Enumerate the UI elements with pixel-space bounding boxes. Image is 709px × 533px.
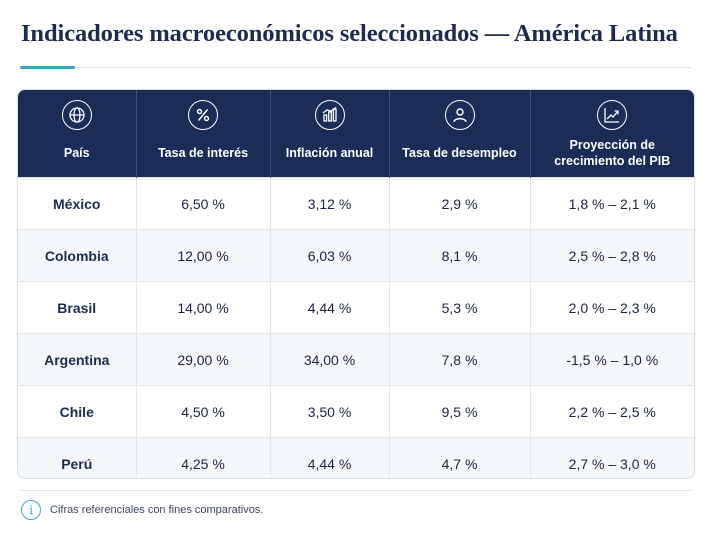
column-label: Tasa de desempleo [402,145,517,160]
table-row: Argentina 29,00 % 34,00 % 7,8 % -1,5 % –… [18,333,694,386]
inflation-cell: 3,12 % [270,177,390,230]
info-icon: i [21,500,41,520]
globe-icon [61,100,92,130]
unemployment-cell: 2,9 % [389,177,531,230]
unemployment-cell: 9,5 % [389,385,531,438]
country-cell: Chile [18,385,137,438]
footnote-divider [20,490,692,491]
table-row: Perú 4,25 % 4,44 % 4,7 % 2,7 % – 3,0 % [18,437,694,478]
interest-rate-cell: 29,00 % [136,333,271,386]
column-label: País [63,145,90,160]
column-header-gdp-projection: Proyección de crecimiento del PIB [530,90,694,178]
unemployment-cell: 7,8 % [389,333,531,386]
unemployment-cell: 4,7 % [389,437,531,478]
gdp-projection-cell: 2,7 % – 3,0 % [530,437,694,478]
indicators-table: País Tasa de inte [17,89,695,479]
title-accent-bar [20,66,75,69]
inflation-cell: 34,00 % [270,333,390,386]
column-header-inflation: Inflación anual [270,90,390,178]
interest-rate-cell: 4,50 % [136,385,271,438]
column-header-country: País [18,90,137,178]
column-header-interest-rate: Tasa de interés [136,90,271,178]
column-label: Tasa de interés [157,145,249,160]
inflation-cell: 4,44 % [270,437,390,478]
interest-rate-cell: 12,00 % [136,229,271,282]
gdp-projection-cell: 2,5 % – 2,8 % [530,229,694,282]
country-cell: Brasil [18,281,137,334]
country-cell: Argentina [18,333,137,386]
table-row: México 6,50 % 3,12 % 2,9 % 1,8 % – 2,1 % [18,177,694,230]
gdp-projection-cell: 1,8 % – 2,1 % [530,177,694,230]
unemployment-cell: 5,3 % [389,281,531,334]
unemployment-cell: 8,1 % [389,229,531,282]
inflation-cell: 4,44 % [270,281,390,334]
title-divider [20,67,692,68]
interest-rate-cell: 6,50 % [136,177,271,230]
column-label: Inflación anual [285,145,374,160]
page-title: Indicadores macroeconómicos seleccionado… [21,20,678,47]
country-cell: México [18,177,137,230]
column-header-unemployment: Tasa de desempleo [389,90,531,178]
footnote: i Cifras referenciales con fines compara… [21,500,263,520]
gdp-projection-cell: 2,0 % – 2,3 % [530,281,694,334]
gdp-projection-cell: 2,2 % – 2,5 % [530,385,694,438]
table-row: Chile 4,50 % 3,50 % 9,5 % 2,2 % – 2,5 % [18,385,694,438]
table-row: Colombia 12,00 % 6,03 % 8,1 % 2,5 % – 2,… [18,229,694,282]
interest-rate-cell: 14,00 % [136,281,271,334]
footnote-text: Cifras referenciales con fines comparati… [50,504,264,516]
person-icon [444,100,475,130]
inflation-cell: 6,03 % [270,229,390,282]
table-row: Brasil 14,00 % 4,44 % 5,3 % 2,0 % – 2,3 … [18,281,694,334]
percent-icon [188,100,218,130]
gdp-projection-cell: -1,5 % – 1,0 % [530,333,694,386]
table-header-row: País Tasa de inte [18,90,694,178]
country-cell: Colombia [18,229,137,282]
trend-up-icon [597,100,628,130]
country-cell: Perú [18,437,137,478]
column-label: Proyección de crecimiento del PIB [554,137,671,168]
bar-chart-icon [314,100,345,130]
interest-rate-cell: 4,25 % [136,437,271,478]
inflation-cell: 3,50 % [270,385,390,438]
